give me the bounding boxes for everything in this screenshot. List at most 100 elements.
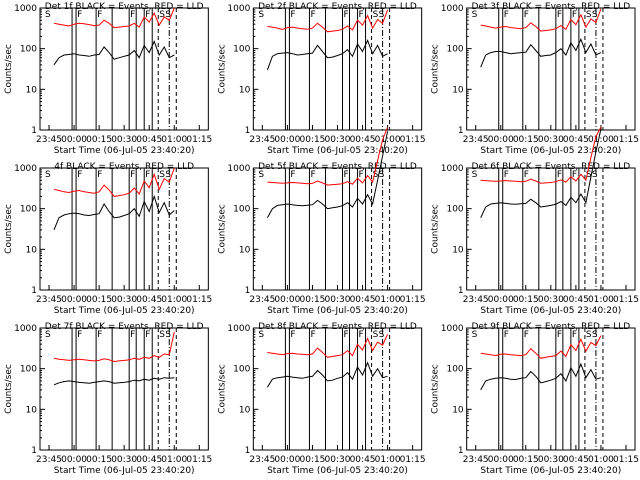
- x-tick-label: 00:30: [325, 295, 351, 305]
- marker-label: F: [359, 170, 364, 180]
- y-axis-label: Counts/sec: [431, 44, 441, 94]
- marker-label: F: [97, 170, 102, 180]
- x-tick-label: 00:15: [86, 455, 112, 465]
- x-tick-label: 00:45: [350, 135, 376, 145]
- x-tick-label: 23:45: [249, 455, 275, 465]
- x-tick-label: 00:45: [563, 295, 589, 305]
- y-axis-label: Counts/sec: [4, 44, 14, 94]
- x-tick-label: 00:15: [86, 135, 112, 145]
- marker-label: S: [472, 170, 478, 180]
- axis-box: [252, 7, 423, 131]
- marker-label: S: [159, 170, 165, 180]
- x-tick-label: 00:15: [513, 295, 539, 305]
- x-tick-label: 00:45: [136, 295, 162, 305]
- marker-label: F: [572, 330, 577, 340]
- events-series-line: [53, 194, 175, 231]
- axis-box: [39, 167, 209, 291]
- marker-label: F: [557, 330, 562, 340]
- y-tick-label: 1000: [14, 4, 37, 14]
- x-tick-label: 00:15: [513, 455, 539, 465]
- y-tick-label: 100: [446, 205, 463, 215]
- lld-series-line: [53, 331, 175, 363]
- panel-title: Det 5f BLACK = Events, RED = LLD: [258, 162, 417, 172]
- panel-title: Det 2f BLACK = Events, RED = LLD: [258, 2, 417, 12]
- x-tick-label: 01:15: [186, 135, 212, 145]
- y-tick-label: 10: [452, 405, 464, 415]
- x-tick-label: 00:15: [86, 295, 112, 305]
- x-tick-label: 00:30: [111, 455, 137, 465]
- marker-label: S: [379, 10, 385, 20]
- y-tick-label: 1000: [441, 324, 464, 334]
- y-tick-label: 1: [31, 126, 37, 136]
- x-tick-label: 23:45: [36, 295, 62, 305]
- marker-label: S: [159, 10, 165, 20]
- marker-label: F: [359, 330, 364, 340]
- x-axis-label: Start Time (06-Jul-05 23:40:20): [480, 306, 621, 316]
- x-tick-label: 00:45: [136, 135, 162, 145]
- marker-label: F: [77, 10, 82, 20]
- marker-label: F: [130, 330, 135, 340]
- x-axis-label: Start Time (06-Jul-05 23:40:20): [54, 146, 195, 156]
- y-tick-label: 100: [233, 45, 250, 55]
- events-series-line: [480, 37, 602, 68]
- y-tick-label: 10: [452, 245, 464, 255]
- marker-label: S: [45, 330, 51, 340]
- x-axis-label: Start Time (06-Jul-05 23:40:20): [267, 466, 408, 476]
- x-tick-label: 23:45: [463, 295, 489, 305]
- marker-label: S: [586, 170, 592, 180]
- x-tick-label: 00:15: [299, 455, 325, 465]
- marker-label: F: [524, 330, 529, 340]
- marker-label: S: [373, 170, 379, 180]
- panel-title: Det 8f BLACK = Events, RED = LLD: [258, 322, 417, 332]
- marker-label: S: [159, 330, 165, 340]
- x-tick-label: 00:00: [488, 455, 514, 465]
- y-tick-label: 100: [20, 205, 37, 215]
- y-tick-label: 1: [31, 286, 37, 296]
- y-tick-label: 1: [458, 126, 464, 136]
- marker-label: F: [145, 330, 150, 340]
- y-tick-label: 100: [446, 365, 463, 375]
- y-axis-label: Counts/sec: [217, 204, 227, 254]
- marker-label: S: [45, 10, 51, 20]
- panel-title: Det 3f BLACK = Events, RED = LLD: [471, 2, 630, 12]
- axis-box: [252, 167, 423, 291]
- y-tick-label: 10: [239, 85, 251, 95]
- marker-label: S: [379, 330, 385, 340]
- x-tick-label: 01:00: [161, 135, 187, 145]
- marker-label: F: [504, 10, 509, 20]
- marker-label: F: [524, 10, 529, 20]
- marker-label: F: [130, 10, 135, 20]
- events-series-line: [480, 129, 602, 218]
- x-tick-label: 00:30: [325, 455, 351, 465]
- y-tick-label: 1000: [227, 4, 250, 14]
- x-tick-label: 01:15: [613, 295, 639, 305]
- marker-label: S: [165, 330, 171, 340]
- marker-label: S: [379, 170, 385, 180]
- marker-label: F: [557, 10, 562, 20]
- y-tick-label: 1000: [227, 324, 250, 334]
- x-tick-label: 00:15: [299, 295, 325, 305]
- y-tick-label: 10: [452, 85, 464, 95]
- marker-label: F: [145, 10, 150, 20]
- marker-label: S: [472, 10, 478, 20]
- marker-label: F: [344, 10, 349, 20]
- x-tick-label: 23:45: [249, 295, 275, 305]
- x-tick-label: 01:15: [613, 455, 639, 465]
- y-axis-label: Counts/sec: [217, 364, 227, 414]
- panel-title: Det 9f BLACK = Events, RED = LLD: [471, 322, 630, 332]
- lld-series-line: [53, 167, 175, 197]
- x-tick-label: 00:15: [299, 135, 325, 145]
- marker-label: F: [572, 10, 577, 20]
- x-axis-label: Start Time (06-Jul-05 23:40:20): [54, 306, 195, 316]
- x-tick-label: 01:00: [161, 295, 187, 305]
- lld-series-line: [480, 8, 602, 32]
- x-tick-label: 23:45: [463, 455, 489, 465]
